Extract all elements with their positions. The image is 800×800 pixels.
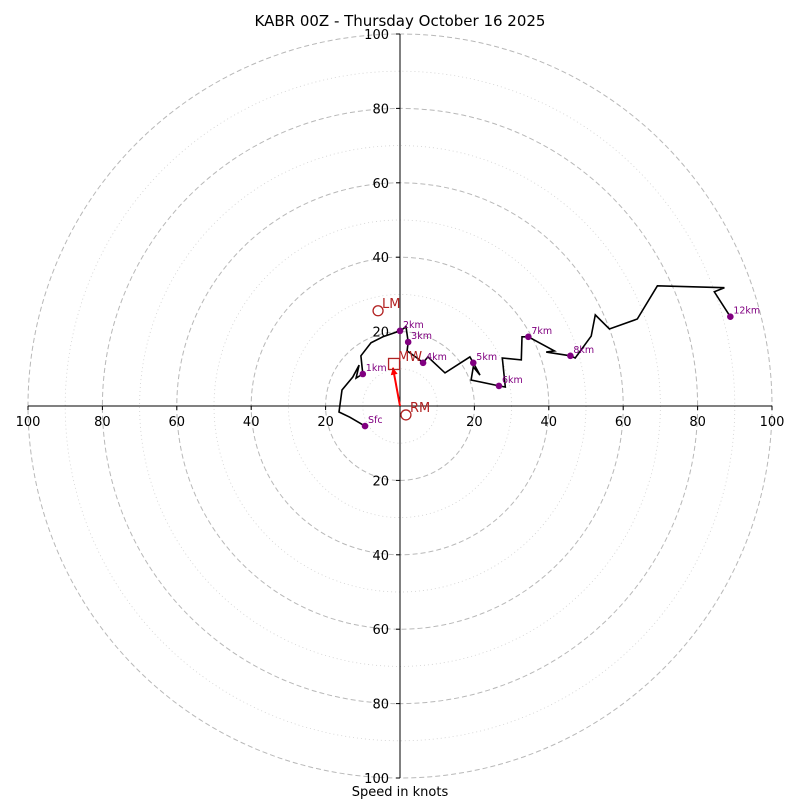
- x-tick-label: 20: [317, 415, 334, 430]
- storm-motion-arrowhead: [390, 367, 398, 376]
- height-marker-label: 8km: [573, 345, 594, 356]
- x-tick-label: 80: [689, 415, 706, 430]
- height-marker-label: 5km: [476, 352, 497, 363]
- x-tick-label: 20: [466, 415, 483, 430]
- height-marker-point: [359, 370, 367, 378]
- y-tick-label: 40: [372, 549, 389, 564]
- storm-motion-label-lm: LM: [382, 297, 400, 312]
- height-marker-label: 6km: [502, 375, 523, 386]
- y-tick-label: 100: [364, 772, 389, 787]
- height-marker-point: [727, 313, 734, 321]
- y-tick-label: 40: [372, 251, 389, 266]
- height-marker-point: [396, 327, 404, 335]
- tick-labels: 100 80 60 40 20 20 40 60 80 100100806040202040608…: [16, 28, 785, 787]
- x-tick-label: 60: [615, 415, 632, 430]
- storm-motion-marker-rm: [400, 409, 412, 421]
- height-marker-point: [525, 333, 532, 341]
- y-tick-label: 20: [372, 474, 389, 489]
- chart-title: KABR 00Z - Thursday October 16 2025: [255, 12, 546, 30]
- x-tick-label: 40: [541, 415, 558, 430]
- storm-motion: LM MW RM: [372, 297, 430, 421]
- x-axis-label: Speed in knots: [352, 785, 449, 800]
- storm-motion-marker-mw: [387, 357, 401, 371]
- height-marker-point: [495, 382, 503, 390]
- storm-motion-marker-lm: [372, 305, 384, 317]
- height-marker-label: 12km: [733, 306, 760, 317]
- height-marker-point: [469, 359, 477, 367]
- y-tick-label: 80: [372, 698, 389, 713]
- height-marker-point: [361, 422, 369, 430]
- height-marker-label: 2km: [403, 320, 424, 331]
- height-marker-label: 4km: [426, 352, 447, 363]
- height-marker-label: Sfc: [368, 415, 383, 426]
- storm-motion-label-mw: MW: [398, 350, 422, 365]
- y-tick-label: 100: [364, 28, 389, 43]
- height-marker-label: 3km: [411, 331, 432, 342]
- x-tick-label: 60: [169, 415, 186, 430]
- x-tick-label: 100: [760, 415, 785, 430]
- storm-motion-label-rm: RM: [410, 401, 430, 416]
- height-marker-label: 7km: [531, 326, 552, 337]
- y-tick-label: 60: [372, 623, 389, 638]
- height-marker-point: [419, 359, 427, 367]
- x-tick-label: 100: [16, 415, 41, 430]
- height-marker-label: 1km: [366, 363, 387, 374]
- y-tick-label: 60: [372, 177, 389, 192]
- y-tick-label: 80: [372, 102, 389, 117]
- x-tick-label: 80: [94, 415, 111, 430]
- x-tick-label: 40: [243, 415, 260, 430]
- height-marker-point: [567, 352, 574, 360]
- height-marker-point: [404, 338, 412, 346]
